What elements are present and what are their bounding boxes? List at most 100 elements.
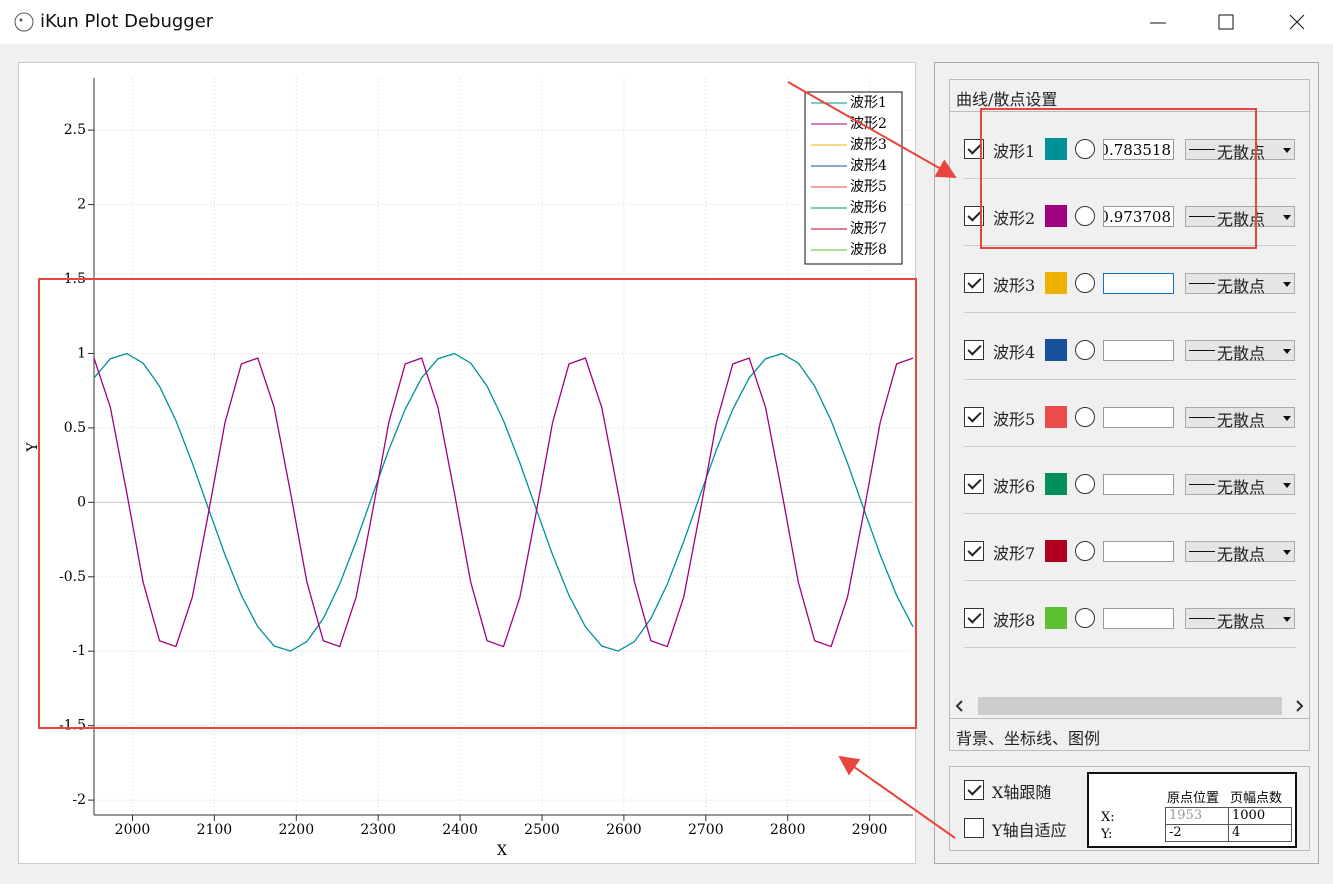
h-scrollbar[interactable] [950, 694, 1309, 718]
curve-name: 波形8 [993, 611, 1036, 630]
radio[interactable] [1075, 407, 1095, 427]
y-tick-label: -2 [72, 792, 86, 808]
radio[interactable] [1075, 273, 1095, 293]
curve-row: 波形2 0.973708 无散点 [950, 179, 1309, 246]
dropdown-text: 无散点 [1217, 478, 1266, 497]
scatter-dropdown[interactable]: 无散点 [1185, 340, 1295, 363]
value-input[interactable] [1103, 273, 1174, 294]
scatter-dropdown[interactable]: 无散点 [1185, 608, 1295, 631]
x-tick-label: 2600 [606, 822, 642, 838]
dropdown-text: 无散点 [1217, 612, 1266, 631]
axis-group: X轴跟随 Y轴自适应 [949, 766, 1310, 851]
table-cell[interactable]: 1000 [1228, 807, 1292, 825]
scroll-arrows[interactable] [954, 698, 1309, 714]
checkbox[interactable] [964, 340, 984, 360]
table-cell[interactable]: -2 [1165, 824, 1229, 842]
scatter-dropdown[interactable]: 无散点 [1185, 474, 1295, 497]
scatter-dropdown[interactable]: 无散点 [1185, 206, 1295, 229]
line-sample [1189, 149, 1215, 150]
section-header[interactable]: 曲线/散点设置 [950, 80, 1309, 112]
x-axis-label: X [497, 843, 507, 859]
dropdown-text: 无散点 [1217, 411, 1266, 430]
curve-group: 曲线/散点设置 波形1 0.783518 无散点 波形2 0.973708 无散点 波形3 无… [949, 79, 1310, 751]
radio[interactable] [1075, 139, 1095, 159]
color-swatch[interactable] [1045, 272, 1067, 294]
checkbox[interactable] [964, 206, 984, 226]
table-cell[interactable]: 1953 [1165, 807, 1229, 825]
row-separator [964, 312, 1296, 313]
section-header[interactable]: 背景、坐标线、图例 [950, 718, 1309, 750]
color-swatch[interactable] [1045, 540, 1067, 562]
legend-label: 波形7 [850, 221, 887, 237]
checkbox[interactable] [964, 608, 984, 628]
line-sample [1189, 350, 1215, 351]
curve-name: 波形2 [993, 209, 1036, 228]
checkbox-label: X轴跟随 [992, 783, 1052, 802]
row-label: Y: [1101, 827, 1113, 842]
radio[interactable] [1075, 340, 1095, 360]
y-tick-label: 0 [77, 494, 86, 510]
checkbox[interactable] [964, 541, 984, 561]
line-sample [1189, 417, 1215, 418]
scatter-dropdown[interactable]: 无散点 [1185, 407, 1295, 430]
color-swatch[interactable] [1045, 205, 1067, 227]
dropdown-arrow [1283, 483, 1291, 488]
curve-rows: 波形1 0.783518 无散点 波形2 0.973708 无散点 波形3 无散点 波形4 无散点… [950, 112, 1309, 694]
radio[interactable] [1075, 541, 1095, 561]
value-input[interactable] [1103, 541, 1174, 562]
color-swatch[interactable] [1045, 473, 1067, 495]
legend-label: 波形6 [850, 200, 887, 216]
curve-row: 波形6 无散点 [950, 447, 1309, 514]
curve-name: 波形7 [993, 544, 1036, 563]
checkbox[interactable] [964, 407, 984, 427]
radio[interactable] [1075, 608, 1095, 628]
row-separator [964, 446, 1296, 447]
value-input[interactable] [1103, 608, 1174, 629]
value-input[interactable] [1103, 407, 1174, 428]
curve-row: 波形1 0.783518 无散点 [950, 112, 1309, 179]
scatter-dropdown[interactable]: 无散点 [1185, 273, 1295, 296]
table-header: 原点位置 [1167, 791, 1220, 806]
x-tick-label: 2100 [197, 822, 233, 838]
scatter-dropdown[interactable]: 无散点 [1185, 139, 1295, 162]
value-input[interactable]: 0.783518 [1103, 139, 1174, 160]
checkbox[interactable] [964, 139, 984, 159]
x-tick-label: 2000 [115, 822, 151, 838]
value-input[interactable]: 0.973708 [1103, 206, 1174, 227]
value-input[interactable] [1103, 340, 1174, 361]
curve-row: 波形8 无散点 [950, 581, 1309, 648]
scatter-dropdown[interactable]: 无散点 [1185, 541, 1295, 564]
dropdown-arrow [1283, 617, 1291, 622]
dropdown-arrow [1283, 215, 1291, 220]
window-controls[interactable] [1140, 8, 1320, 38]
color-swatch[interactable] [1045, 138, 1067, 160]
value-input[interactable] [1103, 474, 1174, 495]
line-sample [1189, 551, 1215, 552]
dropdown-text: 无散点 [1217, 344, 1266, 363]
checkbox[interactable] [964, 780, 984, 800]
scroll-thumb[interactable] [978, 697, 1282, 715]
dropdown-text: 无散点 [1217, 143, 1266, 162]
dropdown-arrow [1283, 349, 1291, 354]
checkbox[interactable] [964, 474, 984, 494]
curve-name: 波形6 [993, 477, 1036, 496]
dropdown-arrow [1283, 148, 1291, 153]
color-swatch[interactable] [1045, 607, 1067, 629]
x-tick-label: 2400 [442, 822, 478, 838]
radio[interactable] [1075, 206, 1095, 226]
x-tick-label: 2300 [360, 822, 396, 838]
color-swatch[interactable] [1045, 339, 1067, 361]
row-separator [964, 379, 1296, 380]
color-swatch[interactable] [1045, 406, 1067, 428]
row-label: X: [1101, 810, 1115, 825]
dropdown-arrow [1283, 282, 1291, 287]
table-cell[interactable]: 4 [1228, 824, 1292, 842]
checkbox[interactable] [964, 273, 984, 293]
y-tick-label: 1 [77, 345, 86, 361]
side-panel [934, 62, 1319, 864]
dropdown-text: 无散点 [1217, 277, 1266, 296]
radio[interactable] [1075, 474, 1095, 494]
app-icon [14, 12, 34, 32]
checkbox[interactable] [964, 818, 984, 838]
